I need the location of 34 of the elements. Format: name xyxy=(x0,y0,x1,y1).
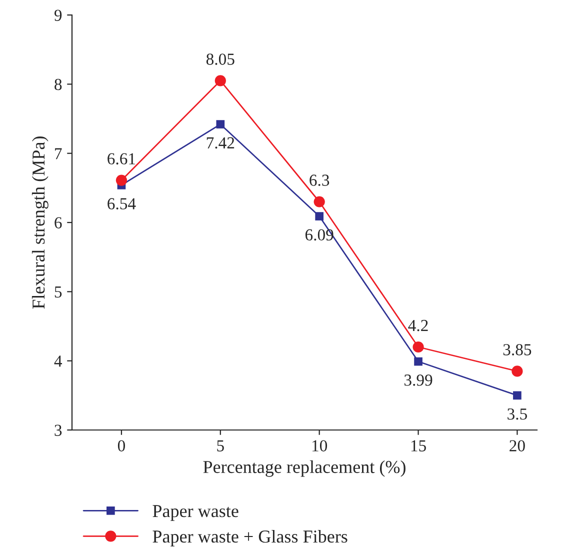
x-tick-label: 20 xyxy=(510,440,525,452)
data-label: 3.85 xyxy=(503,344,532,356)
y-tick-label: 6 xyxy=(54,217,62,228)
data-label: 4.2 xyxy=(408,320,428,332)
point xyxy=(412,341,424,353)
legend-label: Paper waste xyxy=(152,505,238,521)
data-label: 3.5 xyxy=(508,408,527,420)
point xyxy=(116,174,128,186)
point xyxy=(512,366,523,377)
x-tick-label: 15 xyxy=(411,440,426,452)
data-label: 7.42 xyxy=(206,137,234,149)
data-label: 3.99 xyxy=(404,374,432,386)
y-tick-label: 4 xyxy=(54,356,62,367)
point xyxy=(216,120,225,128)
y-tick-label: 9 xyxy=(54,10,62,21)
data-label: 6.54 xyxy=(108,198,136,210)
data-label: 6.3 xyxy=(310,174,330,186)
point xyxy=(315,212,324,220)
x-tick-label: 0 xyxy=(118,440,125,452)
y-tick-label: 5 xyxy=(54,286,62,298)
point xyxy=(513,391,522,400)
data-label: 8.05 xyxy=(206,54,234,65)
point xyxy=(314,196,325,208)
x-axis-title: Percentage replacement (%) xyxy=(203,460,406,477)
point xyxy=(214,75,226,86)
x-tick-label: 10 xyxy=(312,440,328,452)
legend-label: Paper waste + Glass Fibers xyxy=(152,530,348,546)
point xyxy=(414,357,422,366)
data-label: 6.61 xyxy=(108,153,136,164)
y-tick-label: 8 xyxy=(54,78,62,90)
y-axis-title: Flexural strength (MPa) xyxy=(32,136,48,309)
x-tick-label: 5 xyxy=(217,440,224,452)
y-tick-label: 7 xyxy=(55,148,62,160)
y-tick-label: 3 xyxy=(54,424,62,436)
